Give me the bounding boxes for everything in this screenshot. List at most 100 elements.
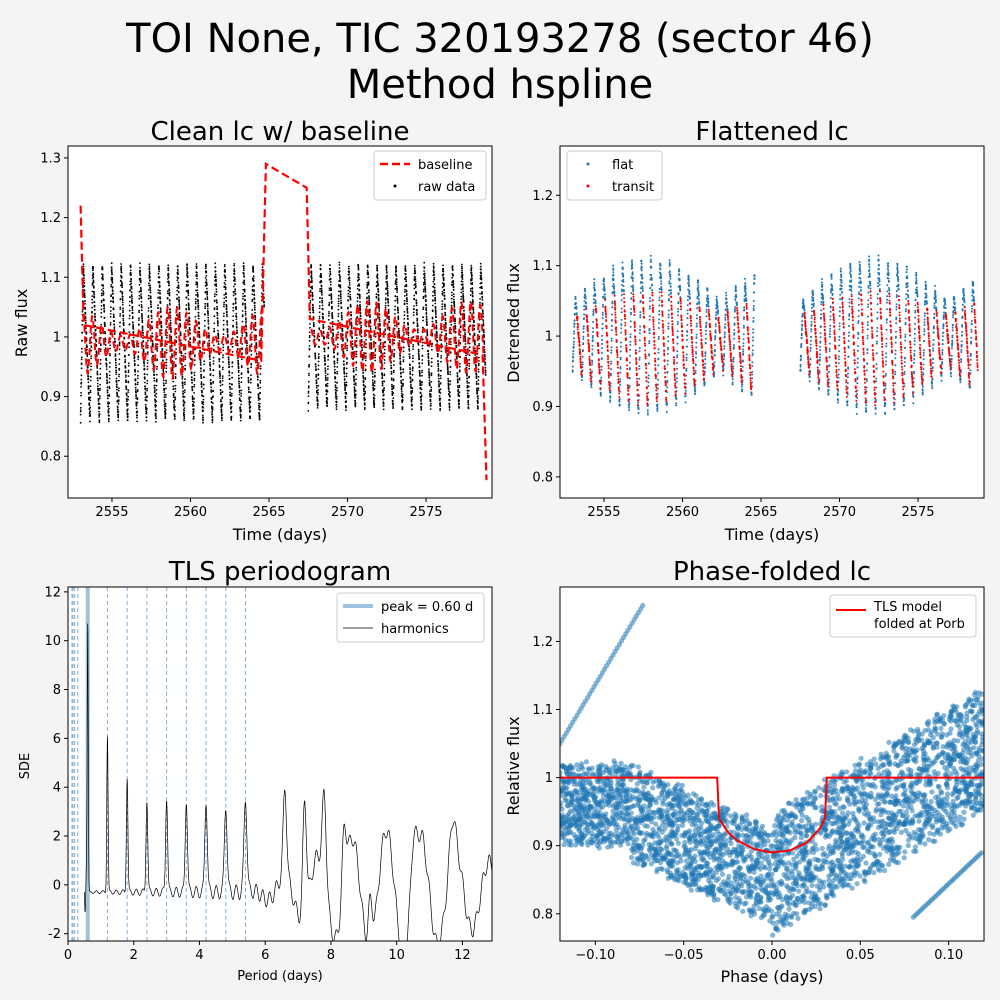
raw-data-point xyxy=(232,325,235,328)
raw-data-point xyxy=(131,297,133,300)
raw-data-point xyxy=(326,400,328,403)
raw-data-point xyxy=(102,299,105,302)
raw-data-point xyxy=(435,321,438,324)
raw-data-point xyxy=(403,299,406,302)
raw-data-point xyxy=(310,271,313,274)
raw-data-point xyxy=(145,419,148,422)
raw-data-point xyxy=(127,398,129,401)
raw-data-point xyxy=(96,382,99,385)
raw-data-point xyxy=(231,383,233,386)
plot-area xyxy=(68,146,492,498)
raw-data-point xyxy=(413,294,416,297)
raw-data-point xyxy=(122,309,124,312)
raw-data-point xyxy=(149,297,152,300)
raw-data-point xyxy=(167,280,170,283)
raw-data-point xyxy=(332,334,335,336)
raw-data-point xyxy=(381,384,384,387)
raw-data-point xyxy=(331,325,334,328)
raw-data-point xyxy=(396,297,399,300)
raw-data-point xyxy=(334,385,337,387)
raw-data-point xyxy=(405,280,407,283)
raw-data-point xyxy=(374,342,377,344)
raw-data-point xyxy=(439,392,442,394)
figure-title-line1: TOI None, TIC 320193278 (sector 46) xyxy=(125,16,874,62)
raw-data-point xyxy=(469,288,472,290)
raw-data-point xyxy=(416,318,419,321)
raw-data-point xyxy=(172,388,175,390)
raw-data-point xyxy=(471,295,474,298)
raw-data-point xyxy=(124,366,127,369)
raw-data-point xyxy=(237,374,240,377)
raw-data-point xyxy=(447,380,450,383)
raw-data-point xyxy=(412,355,414,357)
raw-data-point xyxy=(211,416,214,418)
raw-data-point xyxy=(201,395,204,397)
raw-data-point xyxy=(196,281,199,284)
raw-data-point xyxy=(310,266,313,268)
raw-data-point xyxy=(118,369,120,371)
raw-data-point xyxy=(387,304,390,307)
raw-data-point xyxy=(253,297,256,299)
raw-data-point xyxy=(439,402,442,404)
raw-data-point xyxy=(248,396,251,398)
raw-data-point xyxy=(136,410,139,413)
raw-data-point xyxy=(251,293,254,296)
raw-data-point xyxy=(458,370,461,373)
raw-data-point xyxy=(356,296,359,299)
raw-data-point xyxy=(435,327,438,330)
raw-data-point xyxy=(230,419,233,421)
raw-data-point xyxy=(339,277,341,279)
raw-data-point xyxy=(89,399,92,402)
raw-data-point xyxy=(234,297,237,300)
raw-data-point xyxy=(109,361,111,364)
raw-data-point xyxy=(374,356,377,359)
raw-data-point xyxy=(368,302,371,304)
raw-data-point xyxy=(315,386,318,389)
raw-data-point xyxy=(200,374,203,376)
raw-data-point xyxy=(146,351,149,354)
raw-data-point xyxy=(351,332,353,335)
raw-data-point xyxy=(192,408,195,410)
raw-data-point xyxy=(192,415,195,418)
raw-data-point xyxy=(242,297,244,300)
raw-data-point xyxy=(107,418,110,421)
raw-data-point xyxy=(93,309,96,311)
raw-data-point xyxy=(314,363,317,366)
raw-data-point xyxy=(329,270,332,273)
raw-data-point xyxy=(437,365,440,367)
raw-data-point xyxy=(433,286,436,289)
raw-data-point xyxy=(395,267,397,270)
raw-data-point xyxy=(345,400,347,403)
raw-data-point xyxy=(460,288,463,291)
raw-data-point xyxy=(116,388,118,391)
raw-data-point xyxy=(178,300,181,303)
raw-data-point xyxy=(322,313,324,316)
raw-data-point xyxy=(385,297,387,299)
raw-data-point xyxy=(185,296,188,299)
raw-data-point xyxy=(453,312,456,314)
raw-data-point xyxy=(411,391,414,393)
raw-data-point xyxy=(445,329,447,332)
raw-data-point xyxy=(345,409,347,411)
raw-data-point xyxy=(102,285,105,287)
raw-data-point xyxy=(470,273,473,276)
raw-data-point xyxy=(359,301,361,303)
raw-data-point xyxy=(178,302,181,304)
raw-data-point xyxy=(221,375,224,377)
raw-data-point xyxy=(377,284,379,286)
raw-data-point xyxy=(134,386,137,389)
raw-data-point xyxy=(100,315,103,318)
raw-data-point xyxy=(97,398,100,401)
raw-data-point xyxy=(442,268,445,271)
raw-data-point xyxy=(442,270,445,273)
raw-data-point xyxy=(475,383,478,385)
raw-data-point xyxy=(184,367,187,370)
raw-data-point xyxy=(398,331,400,334)
raw-data-point xyxy=(365,314,368,317)
raw-data-point xyxy=(347,306,349,309)
raw-data-point xyxy=(121,292,124,294)
raw-data-point xyxy=(114,359,117,362)
raw-data-point xyxy=(182,392,185,395)
raw-data-point xyxy=(358,295,361,298)
raw-data-point xyxy=(210,389,213,391)
